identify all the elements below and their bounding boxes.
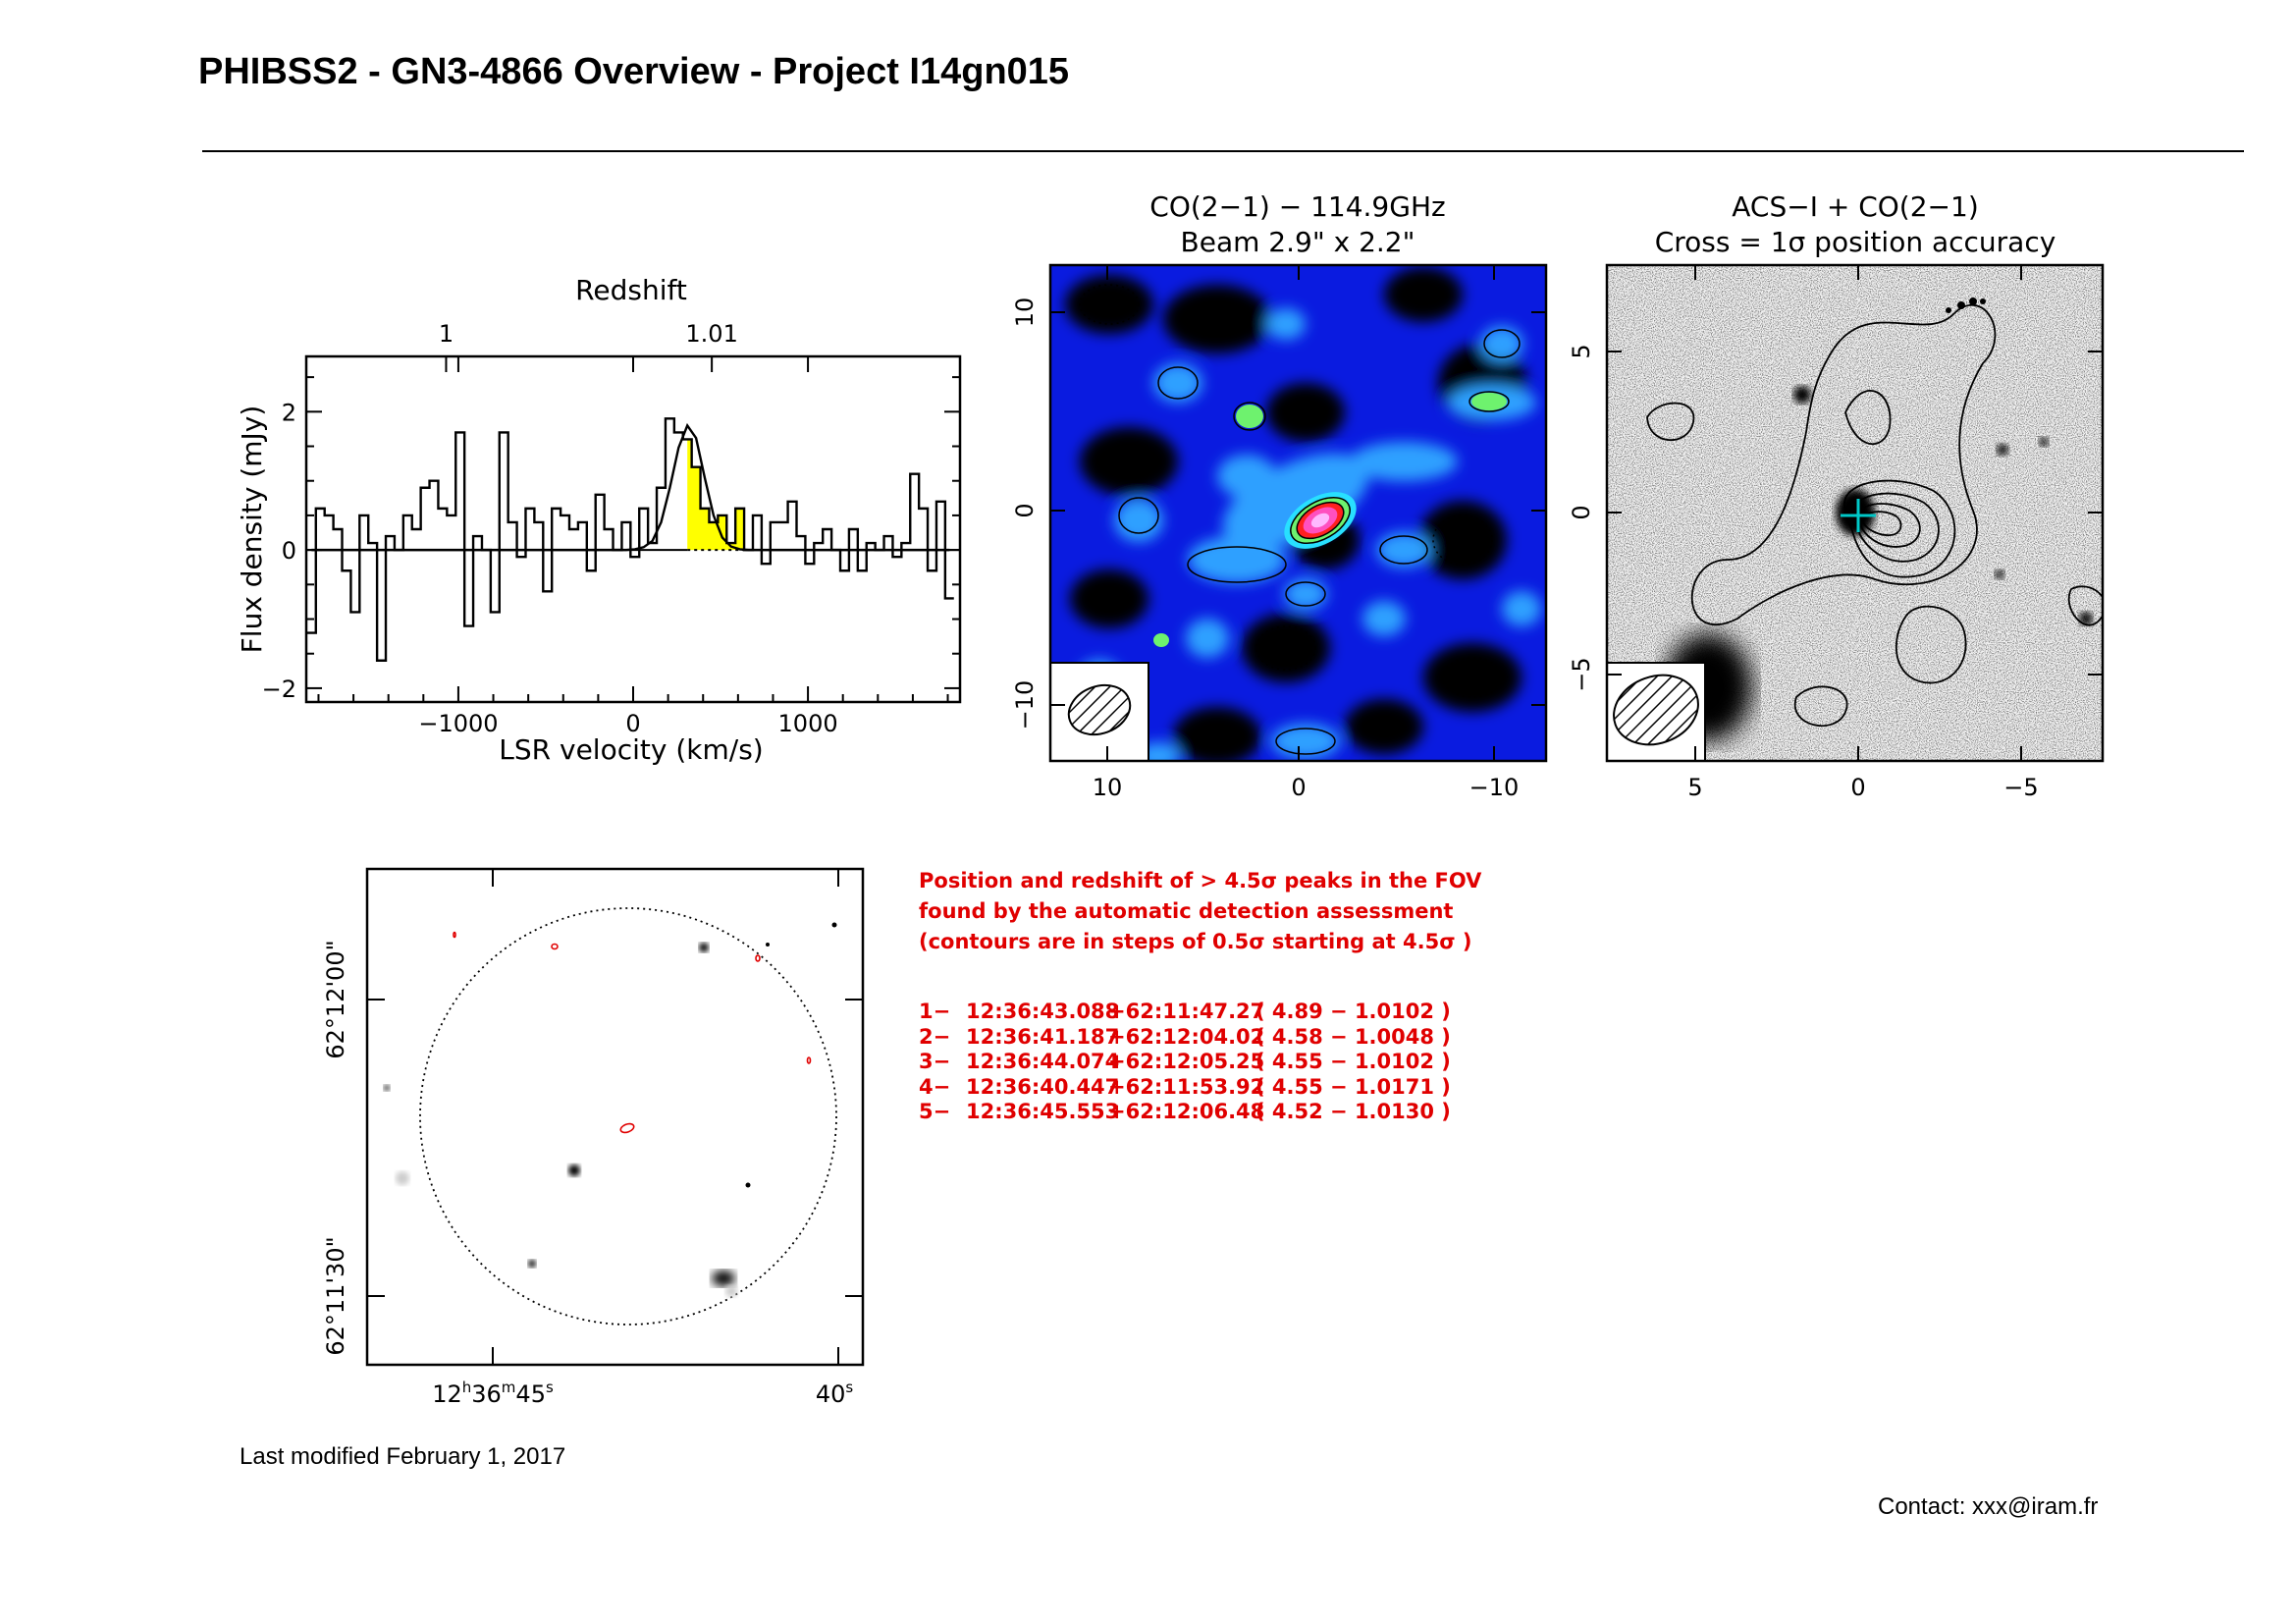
line-emission-fill bbox=[687, 439, 745, 551]
field-galaxy bbox=[1969, 298, 1977, 305]
acs-map-xtick: −5 bbox=[2003, 774, 2038, 801]
peak-row: 2− 12:36:41.187 +62:12:04.02( 4.58 − 1.004… bbox=[919, 1025, 1451, 1051]
spectrum-xlabel: LSR velocity (km/s) bbox=[499, 733, 763, 766]
fov-dec-tick: 62°11'30" bbox=[322, 1236, 349, 1355]
last-modified: Last modified February 1, 2017 bbox=[240, 1443, 566, 1470]
fov-map-panel: 12h36m45s 40s 62°12'00" 62°11'30" bbox=[322, 867, 865, 1408]
acs-map-title-1: ACS−I + CO(2−1) bbox=[1732, 190, 1979, 223]
x-tick-label: 0 bbox=[625, 710, 640, 737]
co-map-negative-contours bbox=[1079, 284, 1503, 698]
spectrum-histogram bbox=[306, 417, 954, 662]
peak-dec: +62:12:04.02 bbox=[1108, 1024, 1265, 1049]
peaks-caption-line: found by the automatic detection assessm… bbox=[919, 899, 1454, 923]
fov-map-frame bbox=[365, 867, 865, 1367]
co-map-ytick: −10 bbox=[1011, 680, 1039, 730]
y-tick-label: −2 bbox=[262, 676, 296, 703]
contact-line: Contact: xxx@iram.fr bbox=[1878, 1493, 2099, 1520]
peak-row: 4− 12:36:40.447 +62:11:53.92( 4.55 − 1.017… bbox=[919, 1075, 1451, 1101]
fov-sources bbox=[384, 922, 837, 1297]
co-map-xtick: −10 bbox=[1469, 774, 1520, 801]
peak-dec: +62:11:53.92 bbox=[1108, 1074, 1265, 1099]
peak-info: ( 4.55 − 1.0102 ) bbox=[1255, 1050, 1451, 1073]
co-map-contours bbox=[1118, 329, 1521, 755]
spectrum-ylabel: Flux density (mJy) bbox=[236, 406, 268, 654]
field-galaxy bbox=[1997, 444, 2008, 456]
acs-map-ytick: −5 bbox=[1568, 657, 1595, 691]
acs-map-ytick: 5 bbox=[1568, 344, 1595, 358]
co-map-secondary-peak bbox=[1236, 405, 1263, 428]
peak-dec: +62:12:05.25 bbox=[1108, 1050, 1265, 1073]
peak-info: ( 4.52 − 1.0130 ) bbox=[1255, 1100, 1451, 1123]
peaks-caption: Position and redshift of > 4.5σ peaks in… bbox=[919, 866, 1606, 957]
primary-beam-circle bbox=[419, 907, 837, 1325]
fov-map-background bbox=[367, 869, 863, 1365]
peak-dec: +62:12:06.48 bbox=[1108, 1100, 1265, 1123]
spectrum-frame bbox=[304, 354, 962, 704]
co-source-peak bbox=[1284, 492, 1357, 549]
co-map-title-2: Beam 2.9" x 2.2" bbox=[1181, 226, 1415, 258]
peak-dec: +62:11:47.27 bbox=[1108, 1000, 1265, 1023]
co-map-noise bbox=[1065, 267, 1541, 761]
peak-ra: 12:36:40.447 bbox=[966, 1074, 1120, 1099]
peaks-caption-line: (contours are in steps of 0.5σ starting … bbox=[919, 930, 1472, 953]
x-tick-label: 1000 bbox=[778, 710, 838, 737]
peaks-list: 1− 12:36:43.088 +62:11:47.27( 4.89 − 1.010… bbox=[919, 1000, 1451, 1125]
peak-info: ( 4.58 − 1.0048 ) bbox=[1255, 1024, 1451, 1049]
fov-detection-contours bbox=[453, 931, 812, 1134]
spectrum-top-label: Redshift bbox=[575, 274, 687, 306]
fov-ra-tick-right: 40s bbox=[816, 1379, 854, 1408]
field-galaxy bbox=[1980, 298, 1986, 304]
position-cross bbox=[1841, 499, 1876, 532]
co-map-title-1: CO(2−1) − 114.9GHz bbox=[1149, 190, 1445, 223]
redshift-tick-label: 1.01 bbox=[685, 320, 737, 348]
fov-dec-tick: 62°12'00" bbox=[322, 940, 349, 1058]
y-tick-label: 0 bbox=[282, 537, 296, 565]
redshift-tick-label: 1 bbox=[439, 320, 454, 348]
acs-map-xtick: 0 bbox=[1850, 774, 1865, 801]
acs-map-panel: ACS−I + CO(2−1) Cross = 1σ position accu… bbox=[1568, 190, 2105, 801]
peak-index: 5− bbox=[919, 1100, 951, 1123]
peak-index: 4− bbox=[919, 1074, 951, 1099]
spectrum-plot: Redshift 1 1.01 2 0 −2 −1000 0 1000 LSR veloc… bbox=[236, 274, 962, 766]
peak-index: 3− bbox=[919, 1050, 951, 1073]
x-tick-label: −1000 bbox=[418, 710, 498, 737]
peak-row: 1− 12:36:43.088 +62:11:47.27( 4.89 − 1.010… bbox=[919, 1000, 1451, 1025]
peak-info: ( 4.55 − 1.0171 ) bbox=[1255, 1074, 1451, 1099]
acs-co-contours bbox=[1646, 304, 2103, 728]
field-galaxy bbox=[1946, 307, 1951, 313]
co-map-ytick: 10 bbox=[1011, 298, 1039, 328]
page-title: PHIBSS2 - GN3-4866 Overview - Project I1… bbox=[198, 51, 1070, 92]
co-map-panel: CO(2−1) − 114.9GHz Beam 2.9" x 2.2" bbox=[1011, 190, 1548, 801]
title-divider bbox=[202, 150, 2244, 152]
peak-info: ( 4.89 − 1.0102 ) bbox=[1255, 1000, 1451, 1023]
peak-ra: 12:36:45.553 bbox=[966, 1100, 1120, 1123]
peak-row: 5− 12:36:45.553 +62:12:06.48( 4.52 − 1.013… bbox=[919, 1100, 1451, 1125]
peak-ra: 12:36:44.074 bbox=[966, 1050, 1120, 1073]
co-beam-inset bbox=[1050, 662, 1149, 761]
field-galaxy bbox=[2079, 612, 2093, 625]
acs-map-title-2: Cross = 1σ position accuracy bbox=[1655, 226, 2056, 258]
field-galaxy bbox=[1793, 386, 1811, 404]
acs-map-xtick: 5 bbox=[1687, 774, 1702, 801]
peak-index: 1− bbox=[919, 1000, 951, 1023]
peak-row: 3− 12:36:44.074 +62:12:05.25( 4.55 − 1.010… bbox=[919, 1050, 1451, 1075]
co-map-secondary-peak-3 bbox=[1153, 633, 1169, 647]
fov-ra-tick-left: 12h36m45s bbox=[432, 1379, 554, 1408]
field-galaxy bbox=[1995, 569, 2004, 579]
acs-beam-inset bbox=[1607, 662, 1706, 761]
peaks-caption-line: Position and redshift of > 4.5σ peaks in… bbox=[919, 869, 1482, 893]
acs-map-ytick: 0 bbox=[1568, 505, 1595, 519]
co-map-xtick: 0 bbox=[1291, 774, 1306, 801]
y-tick-label: 2 bbox=[282, 399, 296, 426]
co-map-secondary-peak-2 bbox=[1471, 393, 1507, 410]
co-map-ytick: 0 bbox=[1011, 503, 1039, 517]
field-galaxy bbox=[2039, 437, 2049, 447]
peak-index: 2− bbox=[919, 1024, 951, 1049]
co-map-xtick: 10 bbox=[1093, 774, 1123, 801]
peak-ra: 12:36:43.088 bbox=[966, 1000, 1120, 1023]
peak-ra: 12:36:41.187 bbox=[966, 1024, 1120, 1049]
fov-ticks bbox=[367, 869, 863, 1365]
